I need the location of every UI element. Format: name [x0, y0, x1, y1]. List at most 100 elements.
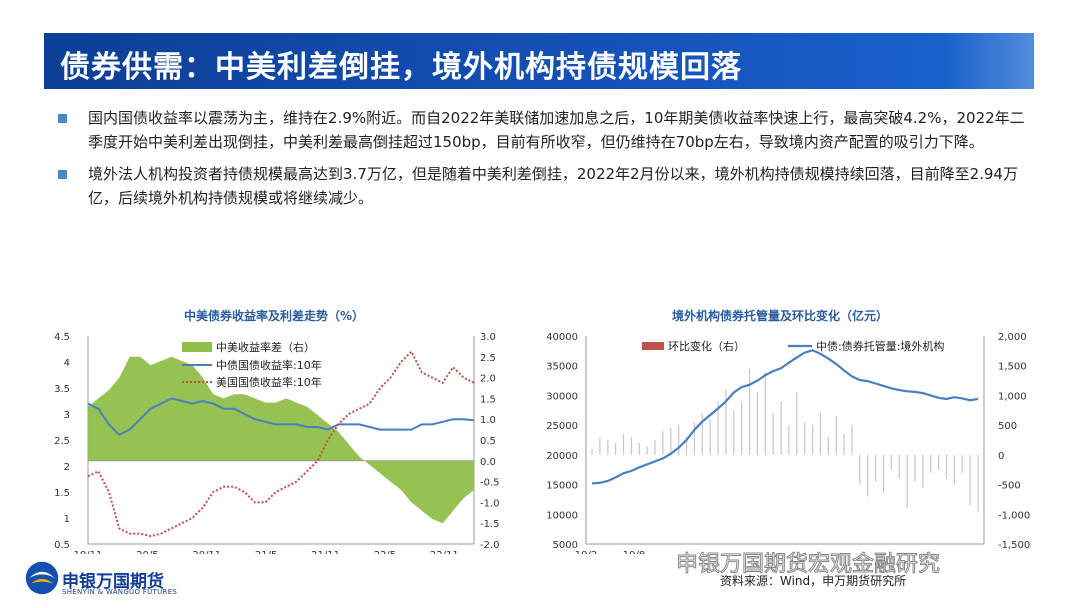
- mom-change-bar: [859, 454, 861, 485]
- y-tick-label-left: 1.5: [54, 488, 70, 499]
- y-tick-label-left: 5000: [553, 540, 578, 551]
- y-tick-label-right: -0.5: [480, 478, 500, 489]
- mom-change-bar: [662, 431, 664, 455]
- holdings-line: [591, 349, 979, 485]
- mom-change-bar: [717, 401, 719, 455]
- mom-change-bar: [867, 454, 869, 497]
- y-tick-label-right: 0: [998, 451, 1004, 462]
- mom-change-bar: [749, 368, 751, 455]
- mom-change-bar: [922, 454, 924, 488]
- mom-change-bar: [945, 454, 948, 479]
- mom-change-bar: [953, 454, 955, 485]
- legend-swatch-spread: [182, 342, 212, 352]
- y-tick-label-right: 1,000: [998, 391, 1027, 402]
- y-tick-label-left: 35000: [546, 362, 578, 373]
- x-tick-label: 22/11: [430, 550, 459, 554]
- legend-label: 中债国债收益率:10年: [216, 358, 322, 372]
- mom-change-bar: [819, 413, 821, 455]
- bullet-list: 国内国债收益率以震荡为主，维持在2.9%附近。而自2022年美联储加速加息之后，…: [58, 106, 1033, 218]
- mom-change-bar: [961, 454, 963, 473]
- y-tick-label-left: 0.5: [54, 540, 70, 551]
- mom-change-bar: [851, 425, 853, 455]
- y-tick-label-right: 2.5: [480, 353, 496, 364]
- legend-label: 中美收益率差（右）: [216, 340, 315, 354]
- y-tick-label-right: 1,500: [998, 362, 1027, 373]
- y-tick-label-right: -1.0: [480, 498, 500, 509]
- y-tick-label-right: -1.5: [480, 519, 500, 530]
- y-tick-label-right: 0.5: [480, 436, 496, 447]
- x-tick-label: 19/8: [623, 550, 645, 554]
- mom-change-bar: [599, 437, 601, 455]
- mom-change-bar: [875, 454, 877, 482]
- mom-change-bar: [615, 443, 617, 455]
- y-tick-label-right: 0.0: [480, 457, 496, 468]
- bullet-square-icon: [58, 170, 67, 179]
- y-tick-label-right: 500: [998, 421, 1017, 432]
- mom-change-bar: [930, 454, 932, 473]
- y-tick-label-left: 20000: [546, 451, 578, 462]
- us-10y-line: [87, 349, 475, 538]
- mom-change-bar: [796, 392, 798, 455]
- y-tick-label-right: 2.0: [480, 374, 496, 385]
- spread-area: [88, 356, 474, 524]
- mom-change-bar: [835, 416, 837, 455]
- bullet-square-icon: [58, 114, 67, 123]
- y-tick-label-right: 2,000: [998, 332, 1027, 343]
- mom-change-bar: [638, 443, 640, 455]
- chart-title: 中美债券收益率及利差走势（%）: [184, 308, 364, 323]
- yield-spread-chart: 中美债券收益率及利差走势（%） 0.5 1 1.5 2 2.5 3 3.5 4 4.5 -2.0 -1…: [54, 308, 500, 554]
- company-logo-icon: [25, 561, 59, 595]
- mom-change-bar: [733, 410, 735, 455]
- y-tick-label-right: 3.0: [480, 332, 496, 343]
- y-tick-label-left: 15000: [546, 481, 578, 492]
- mom-change-bar: [977, 454, 979, 512]
- y-tick-label-right: -500: [998, 481, 1021, 492]
- mom-change-bar: [827, 437, 829, 455]
- source-note: 资料来源：Wind，申万期货研究所: [720, 574, 907, 588]
- mom-change-bar: [756, 392, 758, 455]
- mom-change-bar: [969, 454, 971, 506]
- y-tick-label-left: 1: [64, 514, 70, 525]
- mom-change-bar: [764, 371, 766, 455]
- y-tick-label-left: 4.5: [54, 332, 70, 343]
- y-tick-label-left: 2.5: [54, 436, 70, 447]
- mom-change-bar: [622, 434, 625, 455]
- mom-change-bar: [788, 425, 790, 455]
- x-tick-label: 20/11: [192, 550, 221, 554]
- mom-change-bar: [693, 422, 695, 455]
- mom-change-bar: [646, 445, 648, 455]
- y-tick-label-right: -1,000: [998, 510, 1030, 521]
- mom-change-bar: [898, 454, 900, 479]
- mom-change-bar: [780, 401, 782, 455]
- mom-change-bar: [630, 437, 632, 455]
- mom-change-bar: [709, 419, 711, 455]
- mom-change-bar: [804, 422, 806, 455]
- mom-change-bar: [591, 448, 593, 455]
- mom-change-bar: [670, 428, 672, 455]
- page-title: 债券供需：中美利差倒挂，境外机构持债规模回落: [60, 50, 742, 85]
- mom-change-bar: [685, 437, 688, 455]
- mom-change-bar: [812, 425, 814, 455]
- y-tick-label-right: -1,500: [998, 540, 1030, 551]
- y-tick-label-right: 1.0: [480, 415, 496, 426]
- x-tick-label: 21/5: [255, 550, 277, 554]
- mom-change-bar: [914, 454, 916, 482]
- mom-change-bar: [725, 389, 727, 455]
- x-tick-label: 21/11: [311, 550, 340, 554]
- mom-change-bar: [906, 454, 908, 509]
- logo-subtitle: SHENYIN & WANGUO FUTURES: [62, 588, 178, 596]
- chart-title: 境外机构债券托管量及环比变化（亿元）: [672, 308, 888, 323]
- mom-change-bar: [882, 454, 885, 494]
- legend-label: 中债:债券托管量:境外机构: [816, 339, 944, 353]
- x-tick-label: 22/5: [374, 550, 396, 554]
- mom-change-bar: [678, 425, 680, 455]
- mom-change-bar: [772, 413, 774, 455]
- y-tick-label-left: 3: [64, 410, 70, 421]
- y-tick-label-left: 40000: [546, 332, 578, 343]
- y-tick-label-left: 30000: [546, 391, 578, 402]
- logo-name: 申银万国期货: [62, 572, 164, 592]
- y-tick-label-left: 25000: [546, 421, 578, 432]
- x-tick-label: 19/2: [575, 550, 597, 554]
- legend-swatch-bar: [642, 342, 664, 350]
- x-tick-label: 19/11: [74, 550, 103, 554]
